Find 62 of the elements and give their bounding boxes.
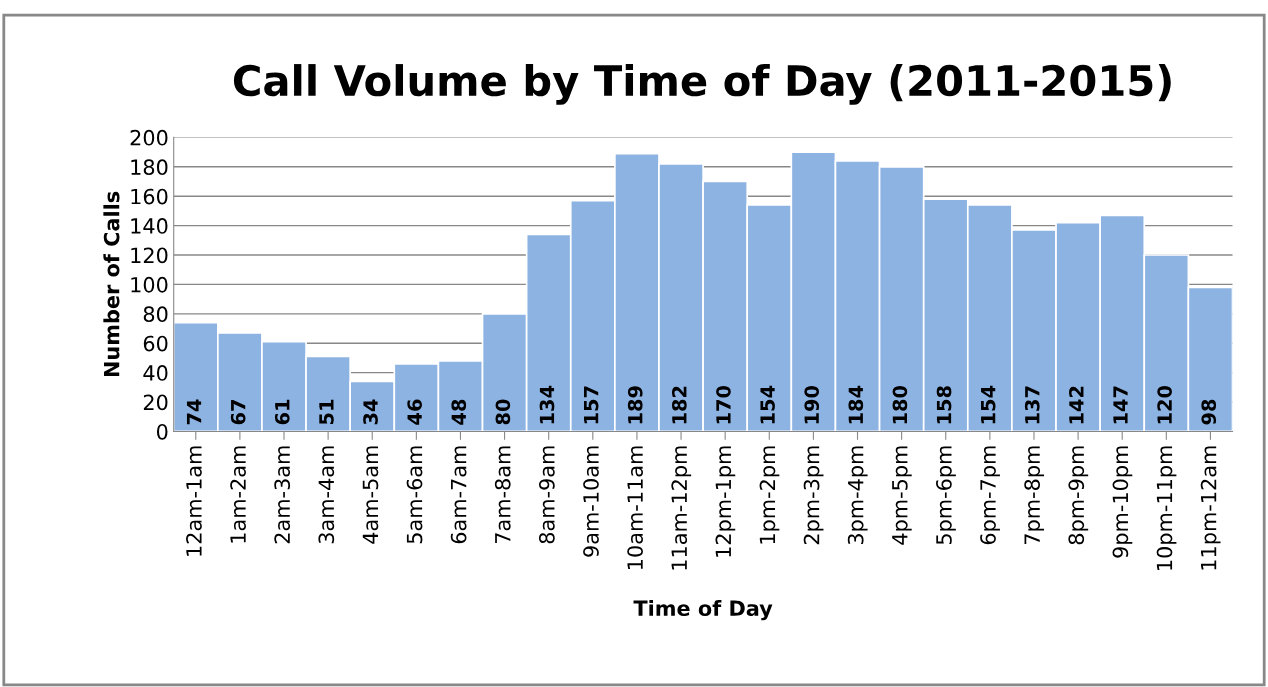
- x-tick-label: 6pm-7pm: [980, 446, 1000, 545]
- x-tick-label: 3am-4am: [318, 446, 335, 544]
- x-tick-label: 5pm-6pm: [936, 446, 956, 545]
- x-tick-label: 11am-12pm: [671, 446, 692, 570]
- data-label: 46: [407, 399, 422, 425]
- x-tick-label: 7am-8am: [494, 446, 511, 544]
- y-tick-label: 140: [131, 218, 168, 234]
- x-tick-label: 5am-6am: [406, 446, 423, 544]
- chart-title: Call Volume by Time of Day (2011-2015): [233, 64, 1171, 105]
- data-label: 182: [671, 386, 687, 424]
- data-label: 170: [716, 385, 731, 424]
- x-tick-label: 1pm-2pm: [759, 446, 780, 544]
- x-tick-label: 2am-3am: [274, 446, 291, 544]
- x-tick-label: 2pm-3pm: [803, 446, 824, 545]
- data-label: 120: [1157, 385, 1172, 424]
- data-label: 147: [1113, 386, 1128, 424]
- y-tick-label: 120: [131, 247, 168, 264]
- data-label: 34: [363, 399, 378, 425]
- x-tick-label: 8pm-9pm: [1068, 446, 1089, 545]
- x-axis-title: Time of Day: [633, 599, 773, 621]
- data-label: 61: [274, 399, 290, 425]
- y-tick-label: 80: [143, 306, 168, 323]
- data-label: 190: [804, 385, 820, 424]
- x-tick-label: 4am-5am: [362, 446, 379, 544]
- x-tick-label: 6am-7am: [450, 446, 467, 544]
- x-tick-label: 4pm-5pm: [892, 446, 912, 545]
- x-tick-label: 12pm-1pm: [715, 446, 736, 557]
- data-label: 51: [319, 399, 334, 425]
- data-label: 74: [186, 399, 202, 425]
- data-label: 189: [627, 386, 643, 424]
- data-label: 137: [1024, 386, 1040, 424]
- y-tick-label: 180: [131, 159, 168, 176]
- data-label: 98: [1201, 399, 1217, 425]
- y-tick-label: 100: [131, 276, 168, 293]
- y-tick-label: 200: [130, 129, 168, 146]
- x-tick-label: 11pm-12am: [1200, 446, 1221, 570]
- data-label: 48: [451, 399, 467, 425]
- data-label: 157: [584, 386, 599, 424]
- x-tick-label: 10pm-11pm: [1156, 446, 1177, 570]
- data-label: 80: [495, 399, 511, 425]
- data-label: 67: [230, 400, 246, 425]
- data-label: 154: [981, 385, 996, 424]
- y-axis-title: Number of Calls: [103, 191, 120, 377]
- data-label: 184: [848, 385, 864, 424]
- x-tick-label: 12am-1am: [186, 446, 202, 556]
- y-tick-label: 0: [156, 423, 168, 440]
- x-tick-label: 10am-11am: [627, 446, 643, 569]
- y-tick-label: 160: [131, 188, 168, 205]
- y-tick-label: 40: [143, 365, 168, 381]
- data-label: 134: [539, 385, 555, 424]
- y-tick-label: 60: [143, 335, 168, 352]
- data-label: 180: [892, 385, 908, 424]
- x-tick-label: 9am-10am: [583, 446, 599, 557]
- data-label: 158: [936, 386, 952, 424]
- x-tick-label: 1am-2am: [230, 446, 246, 543]
- y-tick-label: 20: [143, 394, 168, 411]
- x-tick-label: 7pm-8pm: [1024, 446, 1045, 544]
- x-tick-label: 8am-9am: [538, 446, 555, 544]
- x-tick-label: 3pm-4pm: [847, 446, 868, 545]
- data-label: 154: [760, 385, 775, 424]
- x-tick-label: 9pm-10pm: [1112, 446, 1133, 558]
- data-label: 142: [1069, 386, 1084, 424]
